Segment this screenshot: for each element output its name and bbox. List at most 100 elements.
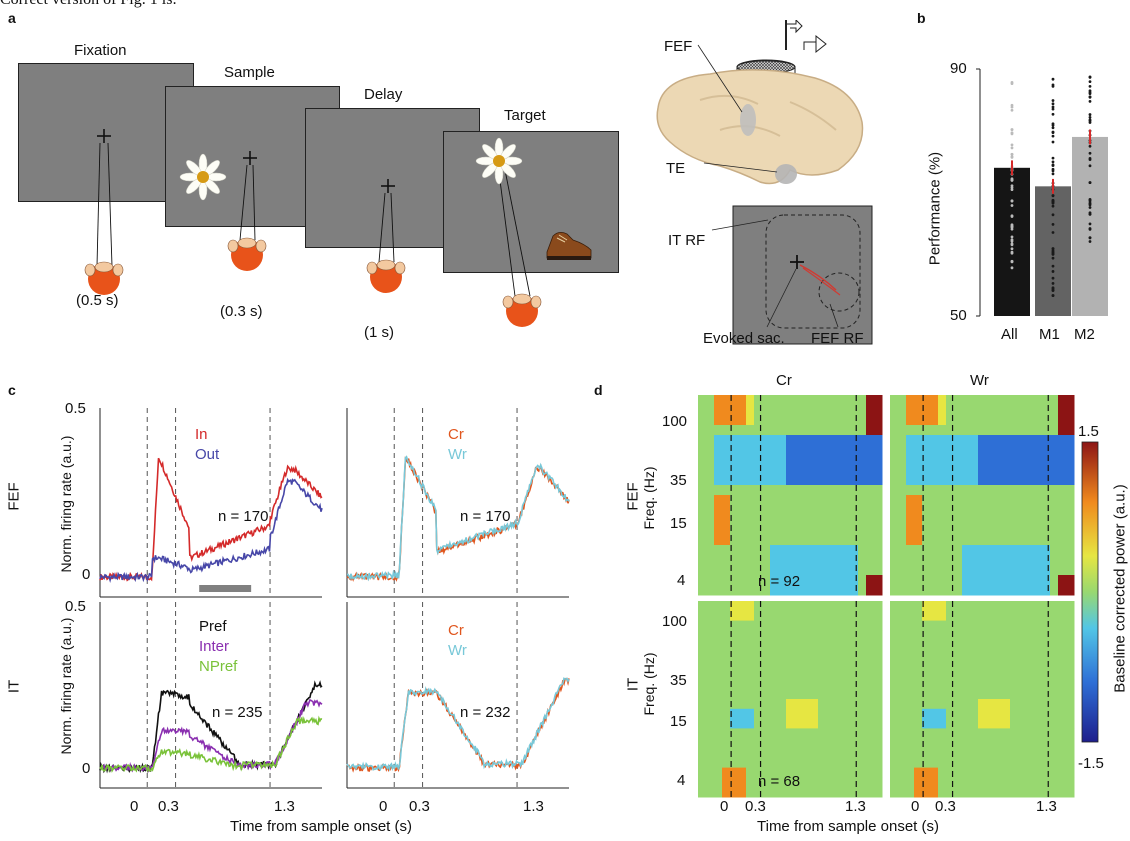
heatmap-cell xyxy=(738,555,747,566)
heatmap-cell xyxy=(1042,525,1051,536)
heatmap-cell xyxy=(730,525,739,536)
heatmap-cell xyxy=(906,640,915,651)
heatmap-cell xyxy=(722,601,731,612)
heatmap-cell xyxy=(730,620,739,631)
heatmap-cell xyxy=(794,748,803,759)
heatmap-cell xyxy=(786,748,795,759)
heatmap-cell xyxy=(1026,545,1035,556)
heatmap-cell xyxy=(938,728,947,739)
heatmap-cell xyxy=(946,465,955,476)
heatmap-cell xyxy=(1050,630,1059,641)
heatmap-cell xyxy=(1050,669,1059,680)
heatmap-cell xyxy=(810,465,819,476)
heatmap-cell xyxy=(922,787,931,798)
heatmap-cell xyxy=(714,679,723,690)
heatmap-cell xyxy=(1058,669,1067,680)
heatmap-cell xyxy=(938,718,947,729)
heatmap-cell xyxy=(786,659,795,671)
heatmap-cell xyxy=(978,620,987,631)
heatmap-cell xyxy=(978,699,987,710)
heatmap-cell xyxy=(1066,718,1075,729)
heatmap-cell xyxy=(866,435,875,446)
heatmap-cell xyxy=(906,767,915,778)
heatmap-cell xyxy=(1042,620,1051,631)
heatmap-cell xyxy=(1066,505,1075,516)
heatmap-cell xyxy=(738,718,747,729)
heatmap-cell xyxy=(1042,405,1051,416)
heatmap-cell xyxy=(970,699,979,710)
heatmap-cell xyxy=(946,767,955,778)
heatmap-cell xyxy=(1066,601,1075,612)
heatmap-cell xyxy=(714,708,723,720)
heatmap-cell xyxy=(946,495,955,506)
heatmap-cell xyxy=(922,465,931,476)
c-xtick-13b: 1.3 xyxy=(523,798,544,815)
heatmap-cell xyxy=(826,475,835,486)
heatmap-cell xyxy=(850,738,859,749)
heatmap-cell xyxy=(1002,679,1011,690)
heatmap-cell xyxy=(1018,659,1027,671)
heatmap-cell xyxy=(922,748,931,759)
heatmap-cell xyxy=(746,601,755,612)
heatmap-cell xyxy=(1026,495,1035,506)
heatmap-cell xyxy=(794,425,803,436)
heatmap-cell xyxy=(722,475,731,486)
session-dot xyxy=(1051,77,1055,81)
heatmap-cell xyxy=(754,485,763,496)
heatmap-cell xyxy=(986,455,995,466)
heatmap-cell xyxy=(938,455,947,466)
heatmap-cell xyxy=(858,620,867,631)
heatmap-cell xyxy=(962,445,971,456)
heatmap-cell xyxy=(962,425,971,436)
heatmap-cell xyxy=(834,699,843,710)
heatmap-cell xyxy=(1034,659,1043,671)
heatmap-cell xyxy=(826,485,835,496)
heatmap-cell xyxy=(954,767,963,778)
heatmap-cell xyxy=(954,545,963,556)
heatmap-cell xyxy=(898,718,907,729)
heatmap-cell xyxy=(866,699,875,710)
heatmap-cell xyxy=(930,689,939,700)
heatmap-cell xyxy=(754,650,763,661)
heatmap-cell xyxy=(1010,708,1019,720)
heatmap-cell xyxy=(986,445,995,456)
heatmap-cell xyxy=(778,610,787,622)
heatmap-cell xyxy=(850,610,859,622)
heatmap-cell xyxy=(826,630,835,641)
heatmap-cell xyxy=(954,787,963,798)
heatmap-cell xyxy=(762,435,771,446)
heatmap-cell xyxy=(866,620,875,631)
heatmap-cell xyxy=(1058,767,1067,778)
heatmap-cell xyxy=(834,689,843,700)
heatmap-cell xyxy=(786,767,795,778)
heatmap-cell xyxy=(786,495,795,506)
heatmap-cell xyxy=(714,757,723,769)
heatmap-cell xyxy=(802,575,811,586)
heatmap-cell xyxy=(802,630,811,641)
heatmap-cell xyxy=(794,405,803,416)
heatmap-cell xyxy=(970,757,979,769)
heatmap-cell xyxy=(1066,748,1075,759)
heatmap-cell xyxy=(858,640,867,651)
session-dot xyxy=(1010,108,1014,112)
heatmap-cell xyxy=(1034,738,1043,749)
heatmap-cell xyxy=(786,777,795,788)
session-dot xyxy=(1010,152,1014,156)
heatmap-cell xyxy=(778,425,787,436)
heatmap-cell xyxy=(962,728,971,739)
heatmap-cell xyxy=(754,669,763,680)
session-dot xyxy=(1051,288,1055,292)
heatmap-cell xyxy=(890,485,899,496)
firing-rate-plots xyxy=(99,408,570,789)
heatmap-cell xyxy=(994,405,1003,416)
heatmap-cell xyxy=(866,610,875,622)
heatmap-cell xyxy=(786,415,795,426)
heatmap-cell xyxy=(938,689,947,700)
heatmap-cell xyxy=(706,689,715,700)
heatmap-cell xyxy=(762,640,771,651)
heatmap-cell xyxy=(698,485,707,496)
heatmap-cell xyxy=(738,415,747,426)
heatmap-cell xyxy=(970,620,979,631)
heatmap-cell xyxy=(962,689,971,700)
heatmap-cell xyxy=(978,425,987,436)
